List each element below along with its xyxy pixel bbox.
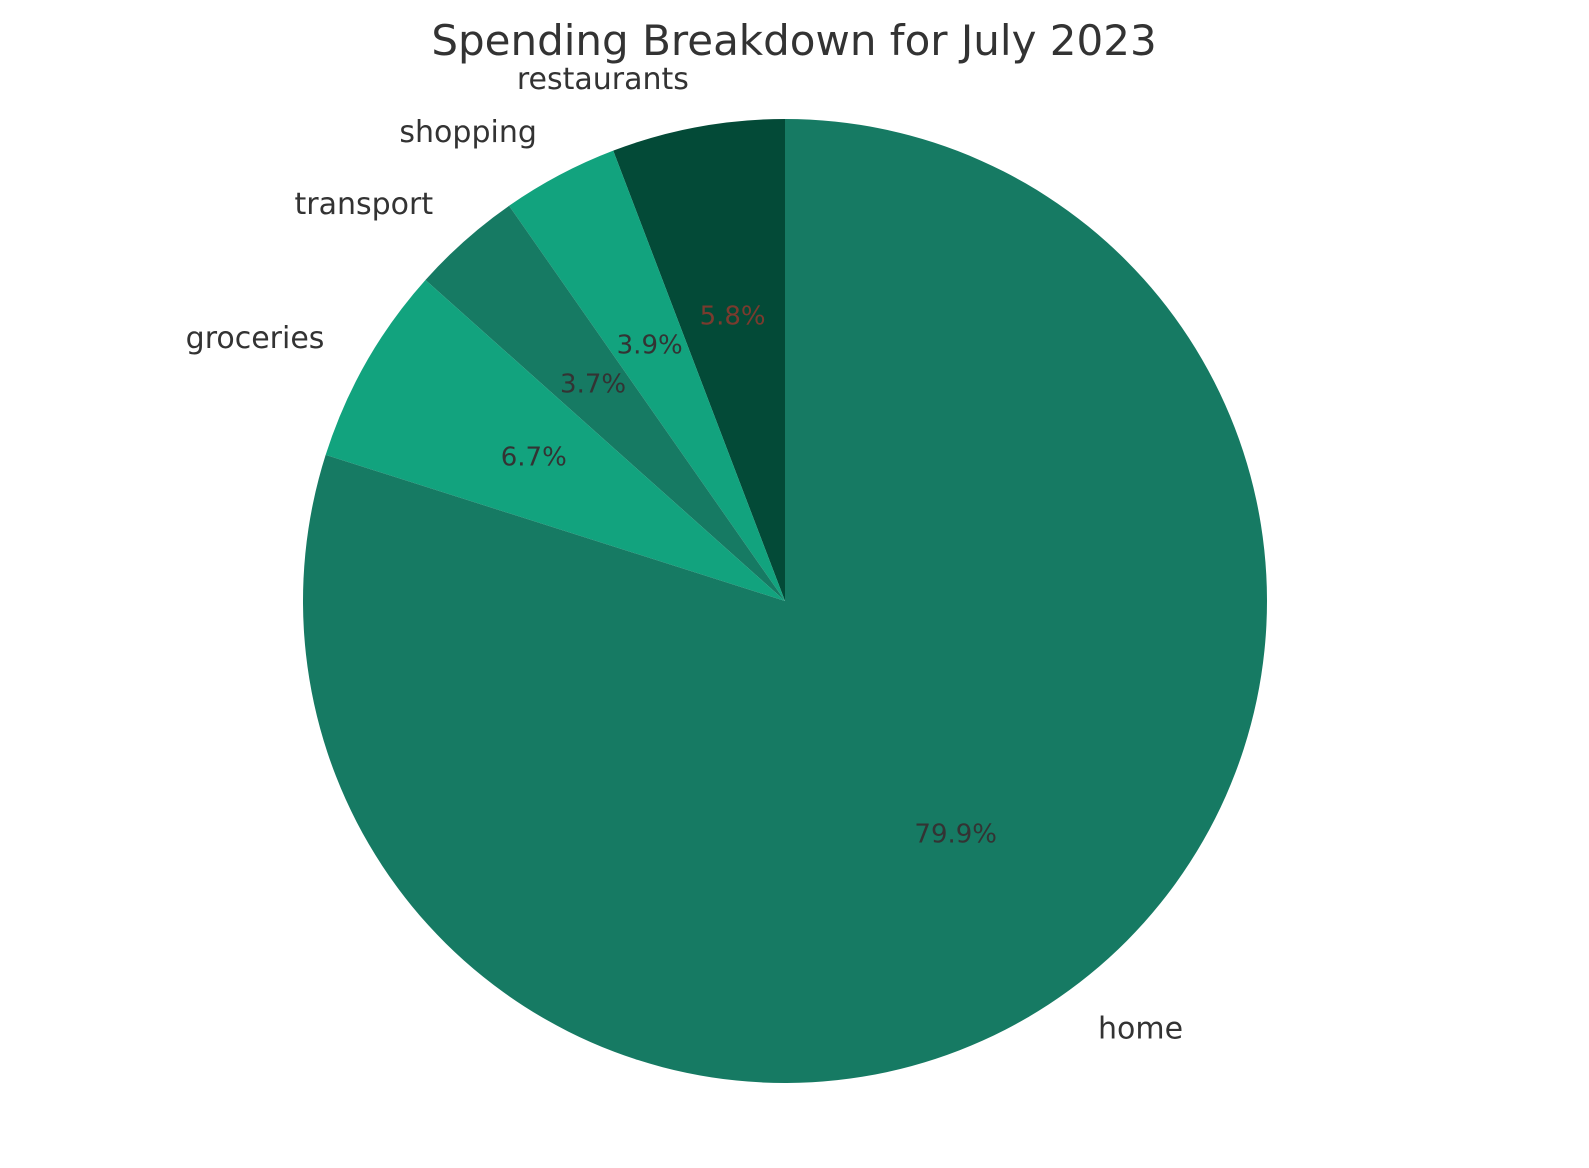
pct-label-transport: 3.7% xyxy=(560,370,626,400)
pct-label-shopping: 3.9% xyxy=(617,330,683,360)
slice-label-groceries: groceries xyxy=(186,321,325,356)
pct-label-groceries: 6.7% xyxy=(501,443,567,473)
slice-label-shopping: shopping xyxy=(399,115,536,150)
pie-slices xyxy=(303,119,1268,1083)
pie-slice-restaurants xyxy=(613,119,785,601)
pie-slice-home xyxy=(303,119,1268,1083)
pie-slice-shopping xyxy=(509,150,785,601)
slice-label-restaurants: restaurants xyxy=(517,62,689,97)
pie-slice-transport xyxy=(425,205,785,601)
pie-slice-groceries xyxy=(325,279,785,601)
pct-label-restaurants: 5.8% xyxy=(700,302,766,332)
chart-title: Spending Breakdown for July 2023 xyxy=(431,16,1156,65)
slice-label-home: home xyxy=(1098,1011,1183,1046)
pie-labels: 5.8% restaurants 3.9% shopping 3.7% transport… xyxy=(186,62,1183,1046)
slice-label-transport: transport xyxy=(294,187,433,222)
pct-label-home: 79.9% xyxy=(914,819,997,849)
